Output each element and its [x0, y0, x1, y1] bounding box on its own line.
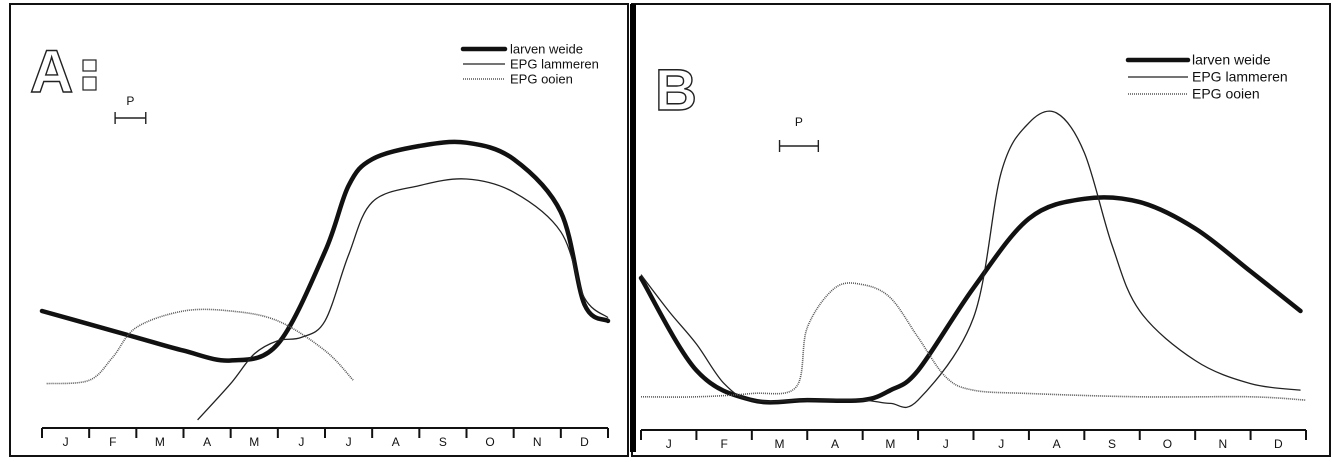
series-line — [638, 195, 1303, 405]
series-line — [46, 308, 354, 385]
month-label: J — [998, 437, 1004, 451]
month-label: M — [775, 437, 785, 451]
month-label: O — [485, 435, 494, 449]
legend-entry: larven weide — [1192, 52, 1271, 68]
legend-entry: EPG lammeren — [510, 57, 599, 72]
month-label: D — [1274, 437, 1283, 451]
panel-glyph-lower — [82, 76, 97, 91]
month-label: A — [831, 437, 839, 451]
series-line — [197, 178, 609, 421]
month-label: J — [943, 437, 949, 451]
legend-entry: EPG ooien — [1192, 86, 1260, 102]
series-line — [39, 139, 611, 363]
month-label: A — [203, 435, 211, 449]
legend-entry: EPG lammeren — [1192, 69, 1288, 85]
panel-letter: B — [655, 58, 697, 123]
p-bar-label: P — [126, 94, 134, 108]
month-label: F — [109, 435, 116, 449]
panel-frame — [9, 3, 629, 457]
month-label: J — [666, 437, 672, 451]
month-label: N — [533, 435, 542, 449]
month-label: S — [439, 435, 447, 449]
month-label: J — [298, 435, 304, 449]
panel-glyph-upper — [82, 59, 97, 72]
month-label: J — [346, 435, 352, 449]
series-line — [640, 282, 1307, 401]
panel-letter: A — [30, 38, 73, 105]
month-label: S — [1108, 437, 1116, 451]
month-label: O — [1163, 437, 1172, 451]
month-label: D — [580, 435, 589, 449]
month-label: A — [392, 435, 400, 449]
month-label: J — [63, 435, 69, 449]
series-line — [640, 110, 1301, 409]
legend-entry: larven weide — [510, 42, 583, 57]
p-bar-label: P — [795, 115, 803, 129]
legend-entry: EPG ooien — [510, 72, 573, 87]
month-label: M — [885, 437, 895, 451]
month-label: M — [249, 435, 259, 449]
month-label: F — [720, 437, 727, 451]
month-label: A — [1053, 437, 1061, 451]
month-label: N — [1219, 437, 1228, 451]
month-label: M — [155, 435, 165, 449]
